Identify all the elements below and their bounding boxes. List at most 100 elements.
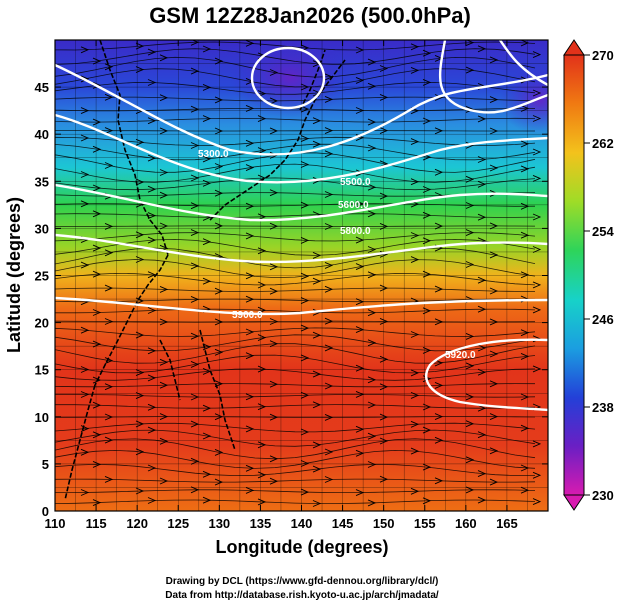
streamline-arrow: [477, 404, 487, 412]
streamline-arrow: [190, 457, 200, 465]
streamline-arrow: [434, 477, 444, 485]
streamline-arrow: [410, 256, 420, 264]
streamline-arrow: [379, 192, 389, 200]
streamline-arrow: [245, 232, 255, 240]
streamline-arrow: [324, 448, 334, 456]
colorbar-tick-label: 246: [592, 312, 614, 327]
streamline-arrow: [324, 95, 334, 103]
streamline-arrow: [434, 436, 444, 444]
streamline-arrow: [422, 270, 432, 278]
streamline-arrow: [434, 413, 444, 421]
x-tick-label: 160: [455, 516, 477, 531]
streamline-arrow: [355, 449, 365, 457]
streamline-arrow: [147, 271, 157, 279]
streamline: [55, 489, 536, 493]
streamline-arrow: [410, 331, 420, 338]
credit-line-2: Data from http://database.rish.kyoto-u.a…: [165, 590, 439, 601]
streamline-arrow: [367, 309, 377, 317]
streamline-arrow: [257, 498, 267, 506]
streamline-arrow: [80, 489, 90, 496]
streamline-arrow: [410, 447, 420, 455]
streamline-arrow: [202, 155, 212, 163]
streamline-arrow: [532, 89, 542, 97]
streamline: [55, 383, 536, 388]
streamline-arrow: [422, 49, 432, 57]
streamline-arrow: [532, 115, 542, 122]
streamline-arrow: [159, 54, 169, 62]
streamline-arrow: [367, 183, 377, 191]
streamline-arrow: [300, 460, 310, 467]
streamline: [55, 232, 536, 242]
streamline-arrow: [489, 222, 499, 230]
streamline-arrow: [104, 162, 114, 169]
streamline-arrow: [379, 222, 389, 230]
streamline-arrow: [489, 164, 499, 172]
streamline-arrow: [532, 471, 542, 479]
x-tick-label: 165: [496, 516, 518, 531]
streamline-arrow: [300, 297, 310, 305]
streamline-arrow: [202, 83, 212, 91]
streamline-arrow: [367, 118, 377, 126]
streamline: [55, 416, 536, 418]
streamline-arrow: [245, 164, 255, 172]
streamline: [55, 287, 536, 292]
streamline-arrow: [257, 281, 267, 289]
streamline-arrow: [214, 413, 224, 421]
streamline-arrow: [190, 486, 200, 494]
streamline-arrow: [190, 262, 200, 270]
y-tick-label: 0: [42, 504, 49, 519]
streamline-arrow: [80, 134, 90, 142]
streamline-arrow: [422, 463, 432, 471]
colorbar-top-arrow: [563, 39, 585, 56]
streamline-arrow: [104, 475, 114, 483]
streamline-arrow: [300, 105, 310, 113]
plot-area: 5300.0 5500.0 5600.0 5800.0 5900.0 5920.…: [55, 40, 548, 511]
streamline-arrow: [269, 380, 279, 388]
streamline-arrow: [269, 455, 279, 463]
streamline-arrow: [135, 420, 145, 428]
streamline-arrow: [300, 236, 310, 244]
streamline-arrow: [324, 261, 334, 269]
streamline-arrow: [245, 393, 255, 401]
streamline-arrow: [422, 346, 432, 354]
streamline-arrow: [104, 383, 114, 391]
streamline-arrow: [489, 56, 499, 64]
streamline-arrow: [532, 51, 542, 59]
streamline-arrow: [80, 326, 90, 334]
contour-labels: 5300.0 5500.0 5600.0 5800.0 5900.0 5920.…: [198, 149, 476, 361]
streamline-arrow: [422, 117, 432, 125]
streamline-arrow: [245, 425, 255, 433]
streamline-arrow: [159, 127, 169, 135]
streamline-arrow: [410, 178, 420, 186]
streamline-arrow: [135, 178, 145, 186]
streamline-arrow: [257, 365, 267, 373]
streamline-arrow: [465, 66, 475, 74]
streamline-arrow: [135, 487, 145, 495]
streamline-arrow: [477, 344, 487, 352]
streamline-arrow: [202, 179, 212, 187]
streamline: [55, 320, 536, 323]
streamline-arrow: [355, 46, 365, 54]
x-tick-label: 120: [126, 516, 148, 531]
x-tick-label: 115: [86, 516, 107, 531]
streamline-arrow: [159, 191, 169, 199]
streamline-arrow: [324, 317, 334, 325]
streamline-arrow: [135, 369, 145, 377]
streamline-arrow: [312, 117, 322, 125]
streamline-arrow: [269, 127, 279, 135]
streamline-arrow: [367, 271, 377, 279]
y-tick-label: 5: [42, 457, 49, 472]
streamline-arrow: [92, 431, 102, 439]
colorbar-tick-label: 238: [592, 400, 614, 415]
streamline-arrow: [300, 354, 310, 362]
streamline: [55, 422, 536, 433]
x-tick-label: 135: [250, 516, 272, 531]
streamline: [55, 298, 536, 303]
streamline-arrow: [300, 161, 310, 168]
streamline-arrow: [92, 460, 102, 468]
streamline: [55, 343, 536, 364]
streamline-arrow: [465, 393, 475, 401]
streamline-arrow: [245, 486, 255, 494]
streamline-arrow: [214, 222, 224, 230]
streamline-arrow: [80, 366, 90, 373]
